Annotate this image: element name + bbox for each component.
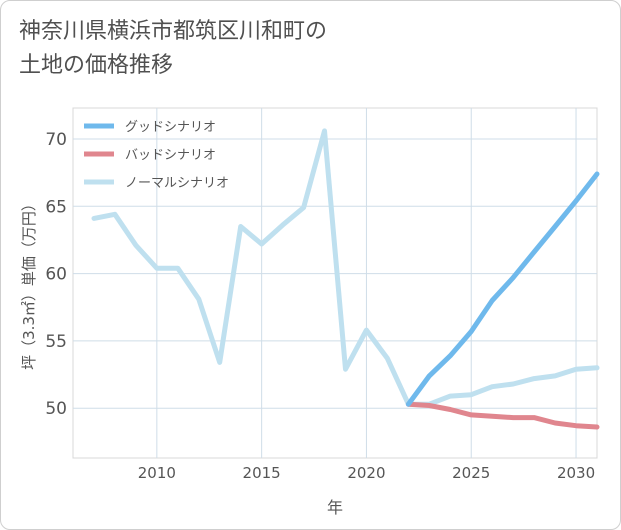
series-line-1 (405, 401, 600, 430)
x-axis-label: 年 (327, 498, 343, 517)
series-line-2 (91, 128, 600, 407)
x-tick-label: 2015 (243, 464, 281, 482)
chart-title-line-1: 神奈川県横浜市都筑区川和町の (19, 19, 328, 44)
x-tick-label: 2010 (138, 464, 176, 482)
y-tick-label: 65 (45, 197, 67, 217)
series-line-0 (405, 171, 600, 407)
y-tick-label: 50 (45, 399, 67, 419)
legend-label-2: ノーマルシナリオ (125, 176, 229, 191)
chart-title: 神奈川県横浜市都筑区川和町の 土地の価格推移 (19, 15, 327, 83)
legend-label-1: バッドシナリオ (125, 148, 216, 163)
x-tick-label: 2025 (452, 464, 490, 482)
y-tick-label: 70 (45, 130, 67, 150)
legend-label-0: グッドシナリオ (125, 120, 216, 135)
chart-title-line-2: 土地の価格推移 (19, 53, 174, 78)
x-tick-label: 2030 (557, 464, 595, 482)
y-tick-label: 60 (45, 265, 67, 285)
y-tick-label: 55 (45, 332, 67, 352)
y-axis-label: 坪（3.3㎡）単価（万円） (20, 196, 38, 370)
x-tick-label: 2020 (347, 464, 385, 482)
